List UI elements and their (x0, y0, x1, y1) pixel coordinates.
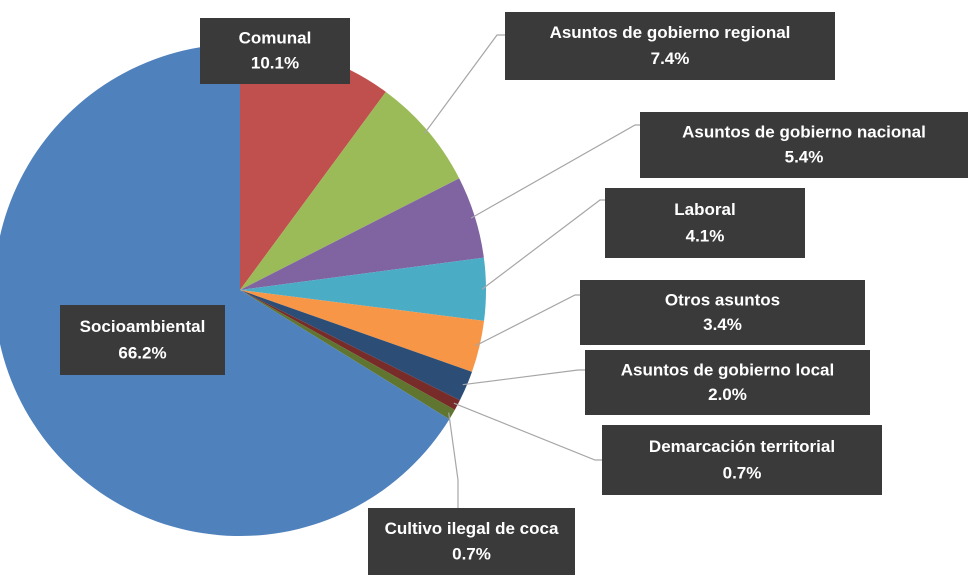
leader-line (424, 34, 505, 134)
value-label: 66.2% (118, 343, 166, 362)
value-label: 3.4% (703, 315, 742, 334)
pie-slice (240, 290, 485, 372)
pie-slice (0, 44, 450, 536)
value-label: 0.7% (723, 463, 762, 482)
leader-line (481, 199, 605, 290)
pie-slice (240, 290, 455, 420)
pie-slice (240, 257, 486, 321)
category-label: Laboral (674, 200, 735, 219)
leader-line (448, 412, 459, 508)
category-label: Asuntos de gobierno regional (550, 23, 791, 42)
category-label: Otros asuntos (665, 290, 780, 309)
label-box (602, 425, 882, 495)
category-label: Comunal (239, 29, 312, 48)
value-label: 7.4% (651, 49, 690, 68)
label-box (60, 305, 225, 375)
pie-slice (240, 44, 386, 290)
pie-slice (240, 178, 484, 290)
label-box (200, 18, 350, 84)
category-label: Socioambiental (80, 317, 206, 336)
value-label: 2.0% (708, 385, 747, 404)
pie-slice (240, 91, 460, 290)
value-label: 5.4% (785, 148, 824, 167)
value-label: 0.7% (452, 544, 491, 563)
label-box (580, 280, 865, 345)
label-box (505, 12, 835, 80)
leader-line (475, 294, 580, 347)
pie-slice (240, 290, 472, 401)
leader-line (453, 402, 602, 461)
pie-slice (240, 290, 460, 410)
category-label: Demarcación territorial (649, 437, 835, 456)
value-label: 10.1% (251, 54, 299, 73)
leader-line (470, 124, 640, 219)
label-box (585, 350, 870, 415)
value-label: 4.1% (686, 226, 725, 245)
category-label: Cultivo ilegal de coca (385, 519, 559, 538)
category-label: Asuntos de gobierno nacional (682, 123, 926, 142)
leader-line (462, 369, 585, 386)
label-box (605, 188, 805, 258)
label-box (640, 112, 968, 178)
label-box (368, 508, 575, 575)
category-label: Asuntos de gobierno local (621, 360, 834, 379)
